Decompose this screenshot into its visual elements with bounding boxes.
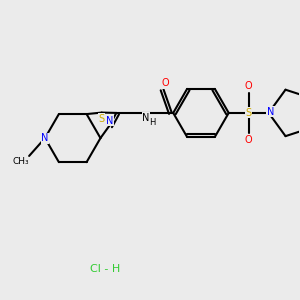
Text: N: N — [106, 116, 113, 126]
Text: N: N — [267, 107, 274, 117]
Text: N: N — [142, 113, 150, 123]
Text: O: O — [245, 135, 253, 145]
Text: S: S — [246, 108, 252, 118]
Text: O: O — [162, 78, 169, 88]
Text: O: O — [245, 81, 253, 91]
Text: S: S — [99, 113, 105, 124]
Text: CH₃: CH₃ — [13, 158, 29, 166]
Text: Cl - H: Cl - H — [90, 264, 121, 274]
Text: H: H — [149, 118, 155, 127]
Text: N: N — [41, 133, 49, 143]
